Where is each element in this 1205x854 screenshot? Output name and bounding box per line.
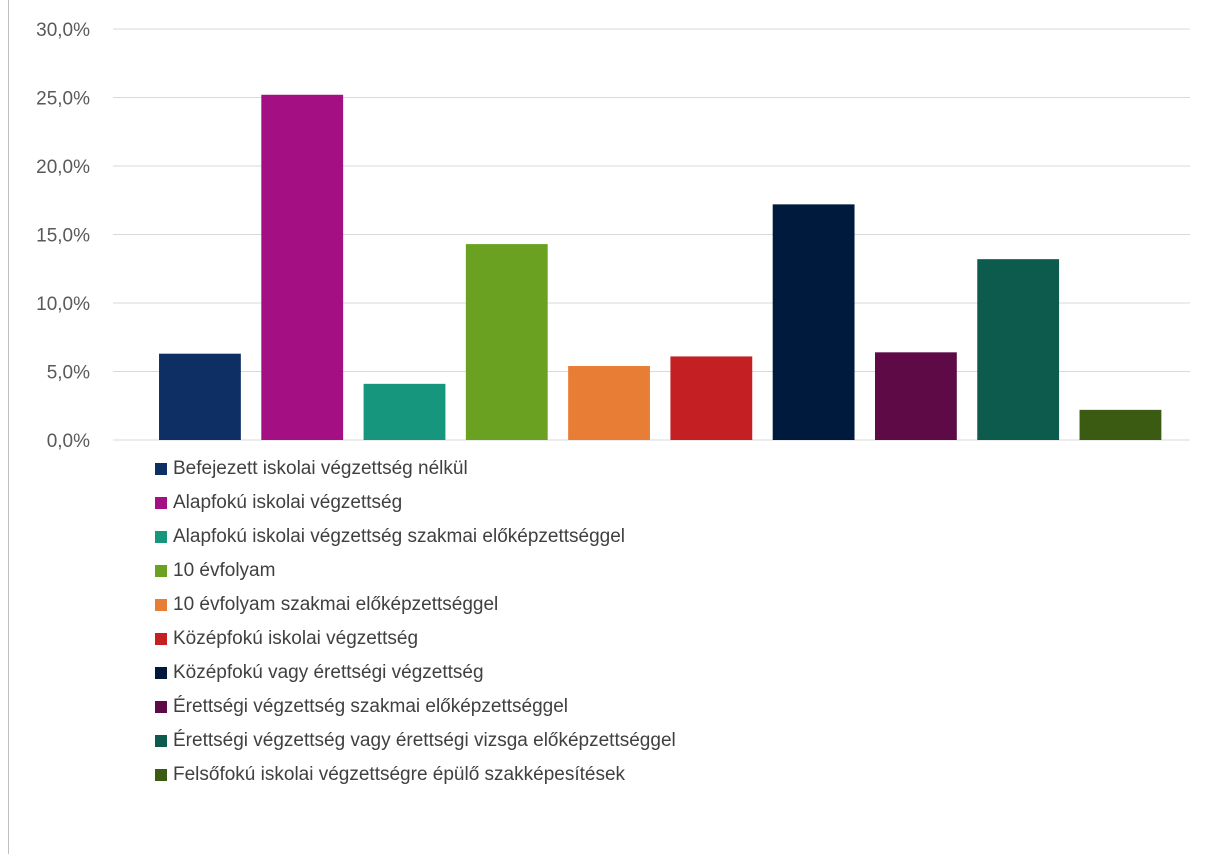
legend-swatch	[155, 497, 167, 509]
y-axis-ticks: 0,0% 5,0% 10,0% 15,0% 20,0% 25,0% 30,0%	[36, 20, 90, 450]
bar-7	[772, 204, 855, 440]
y-tick-label: 0,0%	[47, 431, 90, 450]
legend-item: Alapfokú iskolai végzettség	[155, 486, 676, 520]
legend-item: 10 évfolyam	[155, 554, 676, 588]
legend-item: Felsőfokú iskolai végzettségre épülő sza…	[155, 758, 676, 792]
legend-label: 10 évfolyam	[173, 560, 276, 581]
legend-label: Középfokú iskolai végzettség	[173, 628, 419, 649]
legend: Befejezett iskolai végzettség nélkül Alap…	[155, 452, 676, 792]
legend-swatch	[155, 667, 167, 679]
bar-6	[670, 356, 753, 440]
y-tick-label: 5,0%	[47, 363, 90, 384]
bar-3	[363, 383, 446, 440]
legend-item: 10 évfolyam szakmai előképzettséggel	[155, 588, 676, 622]
legend-label: Alapfokú iskolai végzettség szakmai elők…	[173, 526, 626, 547]
y-tick-label: 15,0%	[36, 226, 90, 247]
legend-label: Alapfokú iskolai végzettség	[173, 492, 403, 513]
y-tick-label: 10,0%	[36, 294, 90, 315]
bar-8	[874, 352, 957, 440]
bar-4	[465, 244, 548, 440]
bar-9	[977, 259, 1060, 440]
legend-item: Középfokú vagy érettségi végzettség	[155, 656, 676, 690]
legend-swatch	[155, 701, 167, 713]
legend-swatch	[155, 735, 167, 747]
legend-swatch	[155, 633, 167, 645]
y-tick-label: 25,0%	[36, 89, 90, 110]
legend-label: 10 évfolyam szakmai előképzettséggel	[173, 594, 499, 615]
legend-swatch	[155, 463, 167, 475]
legend-item: Befejezett iskolai végzettség nélkül	[155, 452, 676, 486]
bar-10	[1079, 409, 1162, 440]
legend-label: Érettségi végzettség vagy érettségi vizs…	[173, 730, 676, 751]
legend-label: Felsőfokú iskolai végzettségre épülő sza…	[173, 764, 626, 785]
bar-2	[261, 94, 344, 440]
bars	[159, 94, 1162, 440]
chart-frame-border	[8, 0, 9, 854]
legend-swatch	[155, 531, 167, 543]
bar-chart: 0,0% 5,0% 10,0% 15,0% 20,0% 25,0% 30,0%	[36, 20, 1190, 450]
y-tick-label: 20,0%	[36, 157, 90, 178]
legend-item: Középfokú iskolai végzettség	[155, 622, 676, 656]
legend-label: Érettségi végzettség szakmai előképzetts…	[173, 696, 568, 717]
legend-label: Befejezett iskolai végzettség nélkül	[173, 458, 468, 479]
bar-5	[568, 366, 650, 440]
legend-label: Középfokú vagy érettségi végzettség	[173, 662, 484, 683]
y-tick-label: 30,0%	[36, 20, 90, 41]
legend-item: Érettségi végzettség szakmai előképzetts…	[155, 690, 676, 724]
legend-swatch	[155, 769, 167, 781]
legend-swatch	[155, 565, 167, 577]
legend-item: Alapfokú iskolai végzettség szakmai elők…	[155, 520, 676, 554]
bar-1	[159, 353, 241, 440]
legend-item: Érettségi végzettség vagy érettségi vizs…	[155, 724, 676, 758]
legend-swatch	[155, 599, 167, 611]
